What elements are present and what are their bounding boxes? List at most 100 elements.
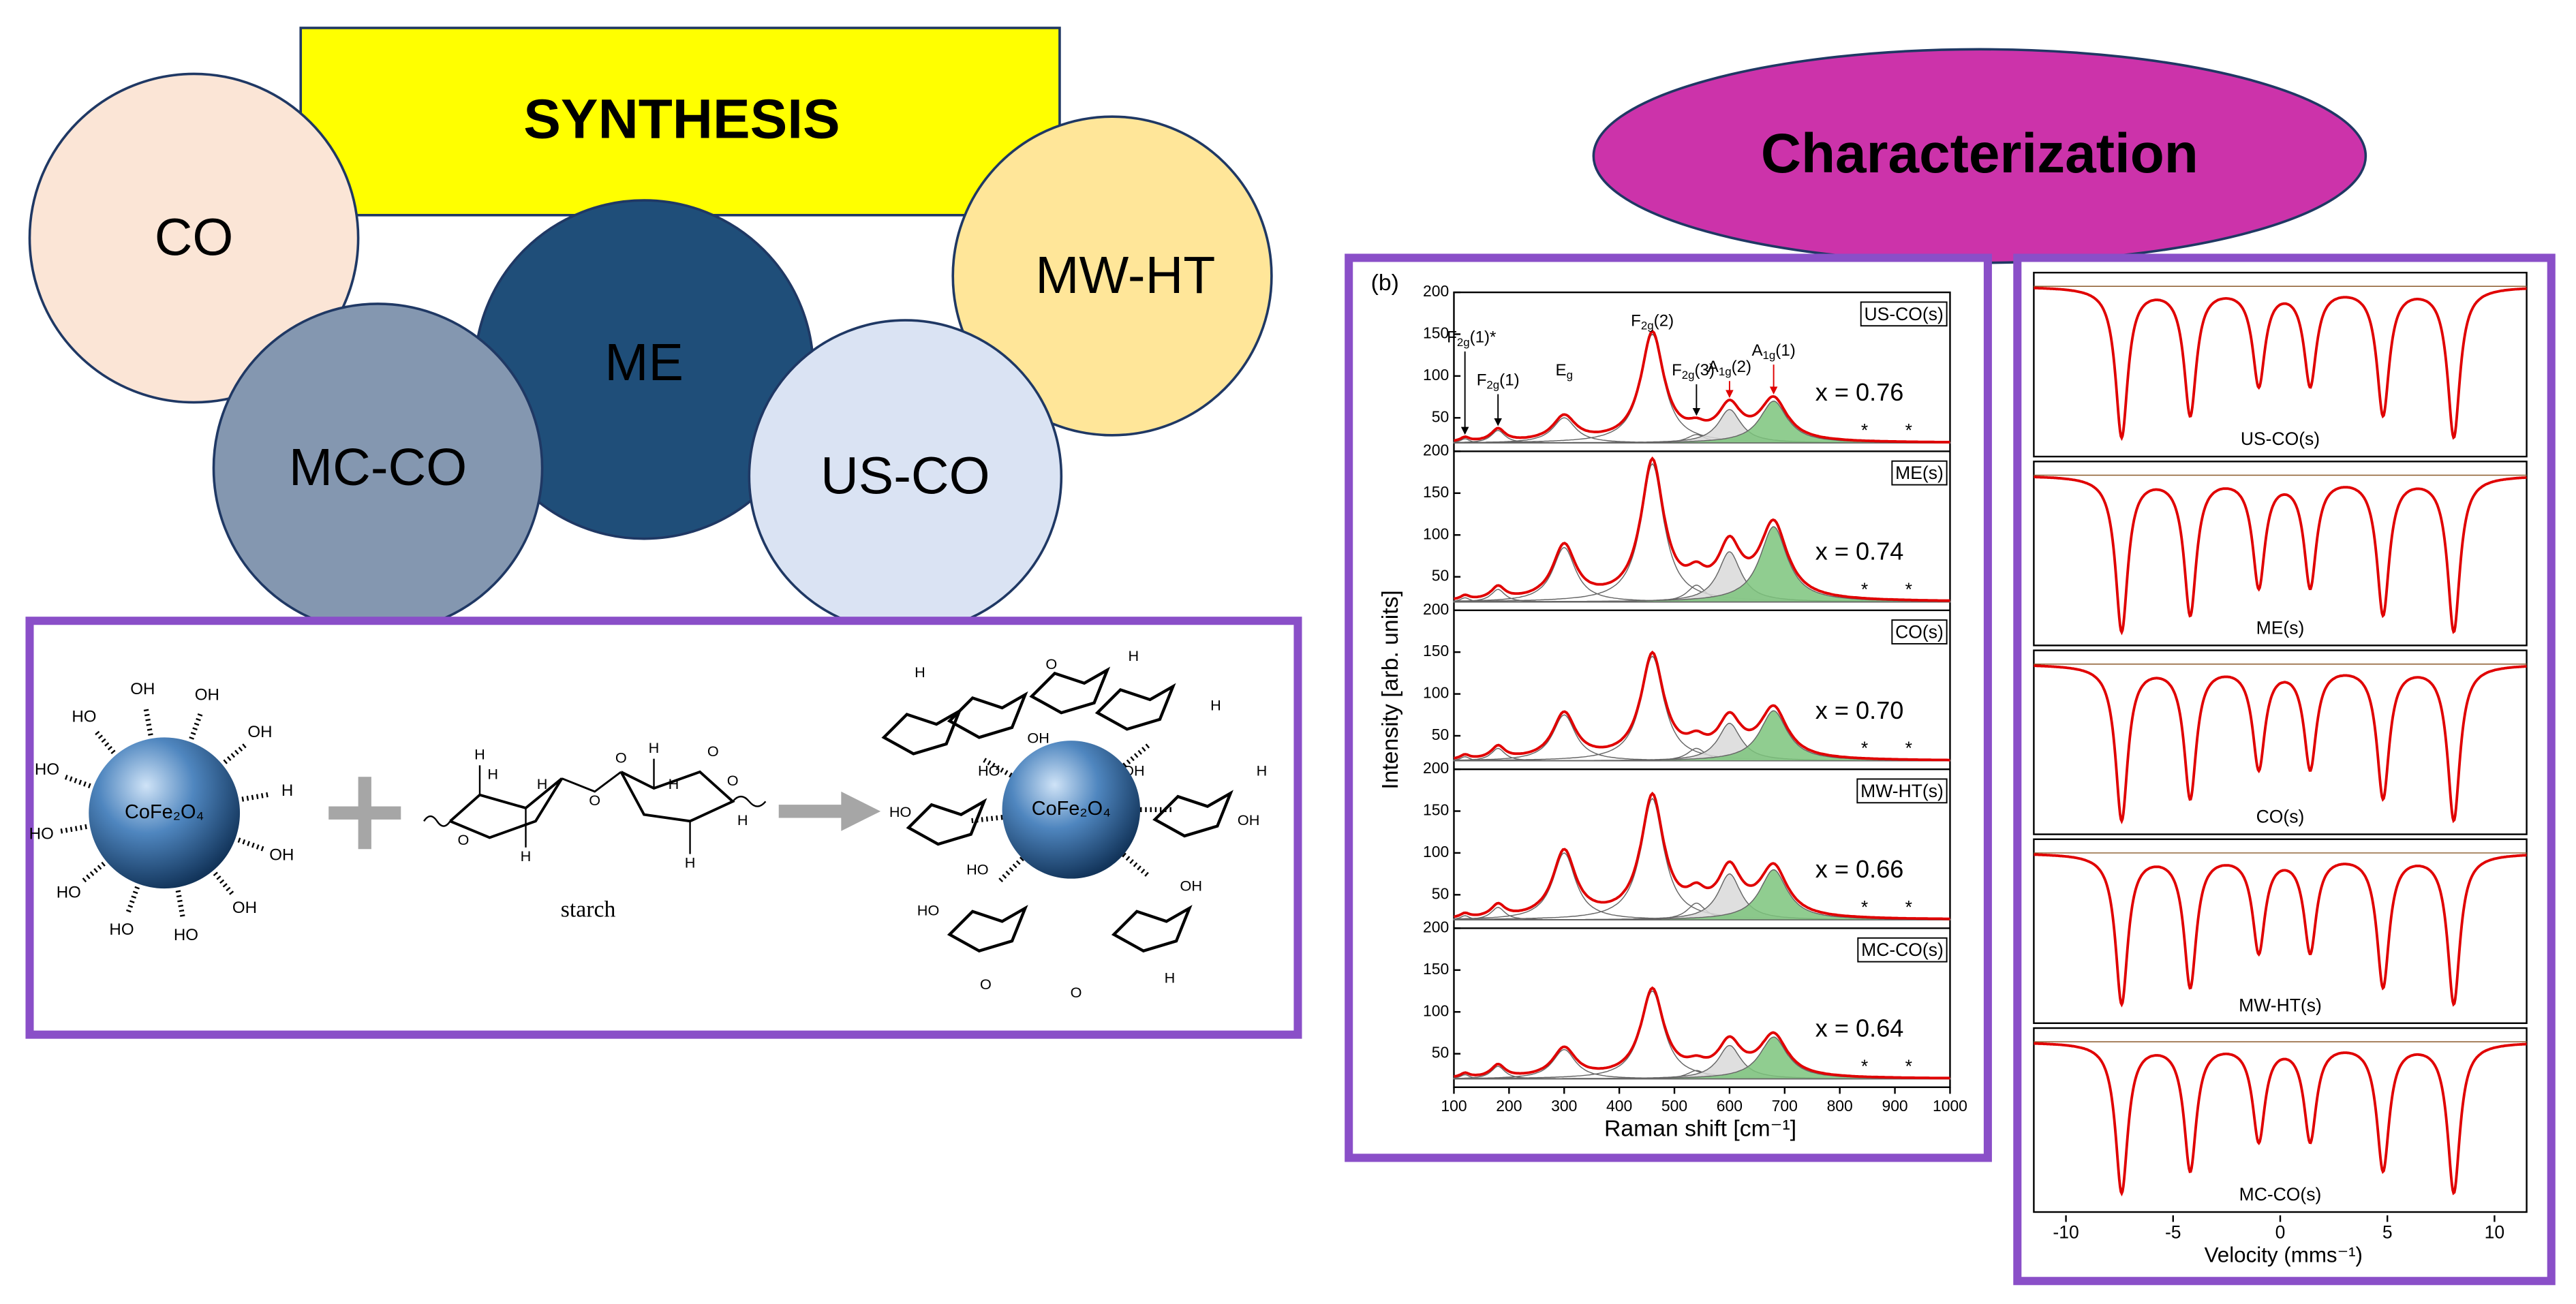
plot-frame <box>1453 291 1951 1089</box>
asterisk: * <box>1905 897 1912 918</box>
y-tick-label: 150 <box>1423 642 1449 659</box>
asterisk: * <box>1905 738 1912 758</box>
mossbauer-chart: -10 -5 0 5 10 US-CO(s) ME(s) CO(s) MW-HT(s) MC-CO… <box>2033 271 2528 1242</box>
panel-frame <box>2033 1027 2528 1213</box>
nanoparticle <box>89 737 241 889</box>
x-tick-label: 500 <box>1661 1097 1687 1115</box>
x-tick-label: 5 <box>2382 1222 2393 1242</box>
peak-label-main: F <box>1447 328 1457 347</box>
method-circle <box>28 72 360 404</box>
atom-label: H <box>1129 647 1139 664</box>
composition-label: x = 0.76 <box>1815 378 1904 406</box>
x-tick-label: -10 <box>2053 1222 2079 1242</box>
panel-label: (b) <box>1371 270 1399 296</box>
glycosidic-bond <box>561 771 622 793</box>
peak-label-sub: 2g <box>1457 336 1470 349</box>
sample-label-box <box>1856 778 1948 804</box>
nanoparticle-label: CoFe₂O₄ <box>1032 798 1111 820</box>
atom-label: HO <box>889 803 912 820</box>
y-tick-label: 200 <box>1423 441 1449 459</box>
atom-label: H <box>737 811 748 828</box>
y-tick-label: 150 <box>1423 324 1449 342</box>
peak-label: Eg <box>1556 361 1573 382</box>
x-tick-label: 100 <box>1441 1097 1467 1115</box>
sample-label: US-CO(s) <box>1865 304 1944 324</box>
sample-label: CO(s) <box>1895 622 1944 642</box>
x-tick-label: 600 <box>1717 1097 1743 1115</box>
x-axis-title: Velocity (mms⁻¹) <box>2205 1243 2363 1267</box>
hydroxyl-bond <box>57 824 87 835</box>
fit-curve <box>2034 664 2527 824</box>
fit-curve <box>2034 853 2527 1008</box>
sample-label-box <box>1891 619 1948 645</box>
x-tick-label: 0 <box>2275 1222 2286 1242</box>
fit-curve <box>2034 1042 2527 1197</box>
asterisk: * <box>1905 1056 1912 1076</box>
composition-label: x = 0.66 <box>1815 855 1904 883</box>
hydroxyl-bond <box>213 871 236 898</box>
atom-label: O <box>457 831 469 848</box>
hydroxyl-label: HO <box>72 707 96 726</box>
peak-label-main: A <box>1708 358 1719 376</box>
peak-label-main: F <box>1477 371 1487 390</box>
hydroxyl-label: HO <box>35 760 59 779</box>
y-tick-label: 50 <box>1432 726 1449 743</box>
sample-label: MW-HT(s) <box>1860 781 1944 801</box>
atom-label: O <box>1071 984 1082 1001</box>
peak-label: F2g(1)* <box>1447 328 1496 349</box>
synthesis-title: SYNTHESIS <box>523 88 840 150</box>
reaction-scheme: OH OHOHHOHOHHOHOHOHOHOHOCoFe₂O₄HOHHOHOHHO… <box>29 647 1268 1001</box>
y-axis-title: Intensity [arb. units] <box>1377 590 1403 790</box>
atom-label: HO <box>917 902 940 919</box>
asterisk: * <box>1861 579 1868 600</box>
panel-frame <box>2033 271 2528 458</box>
hydroxyl-label: HO <box>109 920 134 939</box>
asterisk: * <box>1905 579 1912 600</box>
hydroxyl-bond <box>997 856 1024 884</box>
characterization-title: Characterization <box>1761 123 2198 185</box>
hydroxyl-bond <box>969 815 1003 824</box>
peak-label: A1g(2) <box>1708 358 1751 378</box>
hydroxyl-bond <box>1122 742 1151 768</box>
y-tick-label: 150 <box>1423 960 1449 978</box>
atom-label: H <box>487 766 498 783</box>
sample-label: MC-CO(s) <box>1861 940 1944 960</box>
peak-label-sub: 2g <box>1641 320 1654 332</box>
hydroxyl-bond <box>189 710 204 740</box>
atom-label: OH <box>1180 877 1203 894</box>
hydroxyl-bond <box>93 728 116 754</box>
peak-label-suffix: (1) <box>1499 371 1519 390</box>
x-tick-label: 200 <box>1496 1097 1522 1115</box>
complex-ring <box>881 707 963 756</box>
atom-label: OH <box>1238 811 1260 828</box>
complex-ring <box>1111 905 1193 953</box>
peak-label-sub: 1g <box>1719 366 1732 379</box>
x-tick-label: 400 <box>1606 1097 1632 1115</box>
starch-label: starch <box>561 897 616 922</box>
complex-ring <box>947 691 1028 739</box>
complex-ring <box>1029 666 1111 715</box>
atom-label: O <box>707 743 719 760</box>
atom-label: OH <box>1027 729 1049 746</box>
asterisk: * <box>1861 1056 1868 1076</box>
hydroxyl-label: H <box>281 781 293 800</box>
peak-label: F2g(3) <box>1672 361 1715 382</box>
nanoparticle <box>1002 741 1141 879</box>
atom-label: H <box>1257 762 1268 779</box>
method-label: US-CO <box>821 446 990 505</box>
y-tick-label: 50 <box>1432 1044 1449 1061</box>
y-tick-label: 200 <box>1423 759 1449 777</box>
x-tick-label: 300 <box>1551 1097 1577 1115</box>
method-circle <box>951 115 1273 437</box>
hydroxyl-label: OH <box>247 723 272 741</box>
hydroxyl-label: OH <box>269 845 294 864</box>
y-tick-label: 150 <box>1423 483 1449 501</box>
hydroxyl-bond <box>79 861 106 885</box>
mossbauer-box <box>2013 253 2556 1286</box>
peak-label: F2g(1) <box>1477 371 1520 392</box>
atom-label: H <box>474 746 485 763</box>
synthesis-banner <box>299 27 1061 217</box>
nanoparticle-label: CoFe₂O₄ <box>125 801 204 823</box>
composition-label: x = 0.70 <box>1815 696 1904 724</box>
